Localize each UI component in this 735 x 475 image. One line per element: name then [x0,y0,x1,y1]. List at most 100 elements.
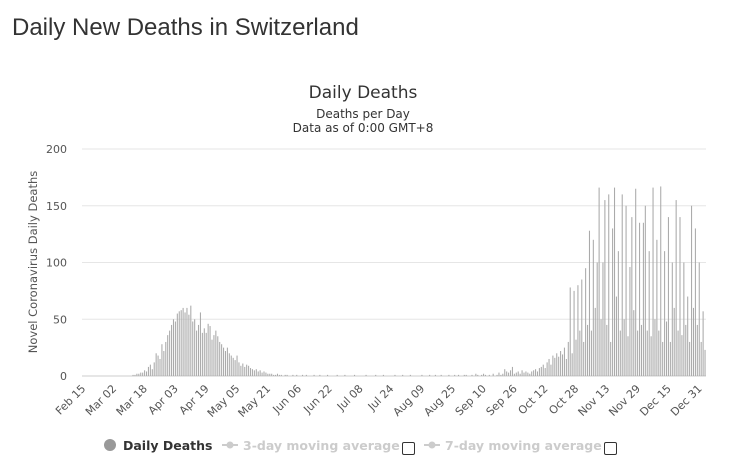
bar[interactable] [579,330,581,376]
bar[interactable] [448,374,450,376]
bar[interactable] [276,373,279,376]
bar[interactable] [176,313,178,376]
bar[interactable] [496,374,498,376]
bar[interactable] [521,370,523,376]
bar[interactable] [240,365,242,376]
bar[interactable] [681,335,683,376]
bar[interactable] [230,355,232,376]
bar[interactable] [675,200,677,376]
bar[interactable] [238,362,240,376]
bar[interactable] [136,373,138,376]
bar[interactable] [140,372,142,376]
bar[interactable] [242,363,244,376]
bar[interactable] [327,374,329,376]
bar[interactable] [565,358,567,376]
bar[interactable] [286,374,288,376]
bar[interactable] [687,296,689,376]
bar[interactable] [284,374,286,376]
bar[interactable] [223,347,225,377]
bar[interactable] [652,187,654,376]
bar[interactable] [658,330,660,376]
bar[interactable] [637,330,639,376]
bar[interactable] [671,262,673,377]
bar[interactable] [319,374,321,376]
bar[interactable] [199,312,201,376]
bar[interactable] [660,186,662,376]
bar[interactable] [409,374,411,376]
bar[interactable] [201,332,203,376]
bar[interactable] [211,339,213,376]
bar[interactable] [188,314,190,376]
bar[interactable] [249,368,252,376]
bar[interactable] [575,339,577,376]
bar[interactable] [594,307,596,376]
bar[interactable] [585,268,587,376]
bar[interactable] [301,374,304,376]
bar[interactable] [639,222,641,376]
bar[interactable] [174,321,176,376]
bar[interactable] [673,307,675,376]
bar[interactable] [205,332,207,376]
bar[interactable] [544,368,546,376]
bar[interactable] [171,324,173,376]
bar[interactable] [527,372,529,376]
bar[interactable] [504,369,506,376]
bar[interactable] [619,330,621,376]
bar[interactable] [704,349,706,376]
bar[interactable] [134,374,136,376]
bar[interactable] [662,341,664,376]
bar[interactable] [698,262,700,377]
bar[interactable] [577,285,579,376]
bar[interactable] [163,351,165,376]
bar[interactable] [667,217,669,376]
bar[interactable] [429,374,431,376]
bar[interactable] [263,371,265,376]
bar[interactable] [508,372,510,376]
bar[interactable] [600,319,602,376]
legend-item-3day-average[interactable]: 3-day moving average [222,438,400,453]
bar[interactable] [153,362,155,376]
bar[interactable] [677,330,679,376]
bar[interactable] [255,369,257,376]
bar[interactable] [627,336,629,376]
bar[interactable] [635,188,637,376]
bar[interactable] [590,330,592,376]
bar[interactable] [621,194,623,376]
bar[interactable] [689,341,691,376]
bar[interactable] [248,365,250,376]
bar[interactable] [394,374,396,376]
bar[interactable] [244,366,246,376]
bar[interactable] [602,262,604,377]
bar[interactable] [540,366,542,376]
bar[interactable] [434,374,436,376]
bar[interactable] [529,373,531,376]
bar[interactable] [608,194,610,376]
bar[interactable] [571,353,573,376]
bar[interactable] [305,374,307,376]
bar[interactable] [692,307,695,376]
bar[interactable] [267,373,269,376]
bar[interactable] [550,364,552,376]
bar[interactable] [691,205,693,376]
bar[interactable] [646,330,648,376]
bar[interactable] [610,341,612,376]
bar[interactable] [194,319,196,376]
bar[interactable] [165,341,167,376]
bar[interactable] [234,360,236,376]
bar[interactable] [623,319,625,376]
bar[interactable] [169,330,171,376]
bar[interactable] [186,307,188,376]
bar[interactable] [147,366,149,376]
checkbox-3day-average[interactable] [402,442,415,455]
bar[interactable] [457,374,460,376]
bar[interactable] [533,370,535,376]
bar[interactable] [511,366,513,376]
bar[interactable] [138,373,140,376]
bar[interactable] [226,347,228,377]
bar[interactable] [517,371,519,376]
bar[interactable] [650,336,652,376]
bar[interactable] [353,374,356,376]
bar[interactable] [197,324,200,376]
bar[interactable] [475,373,477,376]
bar[interactable] [167,335,169,376]
